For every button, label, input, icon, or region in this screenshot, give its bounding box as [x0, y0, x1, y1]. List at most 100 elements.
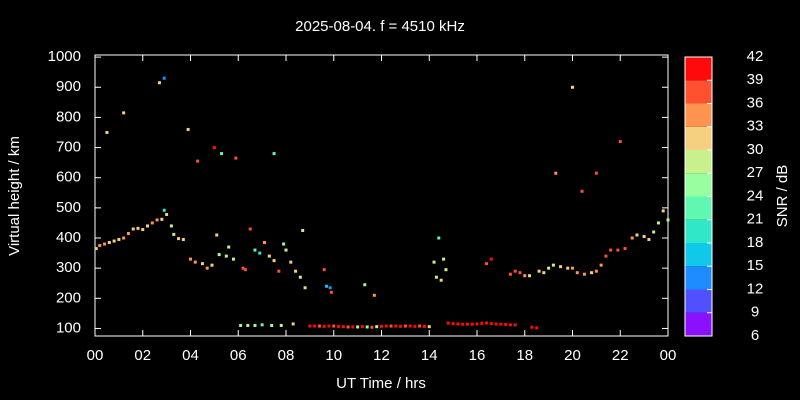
data-point	[351, 325, 355, 329]
data-point	[162, 76, 166, 80]
data-point	[489, 257, 493, 261]
data-point	[518, 271, 522, 275]
data-point	[408, 324, 412, 328]
data-point	[227, 245, 231, 249]
data-point	[616, 248, 620, 252]
colorbar-tick-label: 27	[747, 164, 764, 181]
colorbar-tick-label: 12	[747, 280, 764, 297]
data-point	[508, 323, 512, 327]
data-point	[298, 275, 302, 279]
data-point	[260, 323, 264, 327]
data-point	[451, 322, 455, 326]
data-point	[239, 323, 243, 327]
data-point	[205, 266, 209, 270]
data-point	[231, 257, 235, 261]
data-point	[594, 269, 598, 273]
data-point	[196, 159, 200, 163]
colorbar-tick-label: 21	[747, 211, 764, 228]
data-point	[375, 325, 379, 329]
colorbar-tick-label: 30	[747, 141, 764, 158]
data-point	[465, 322, 469, 326]
data-point	[253, 248, 257, 252]
data-point	[322, 324, 326, 328]
data-point	[666, 218, 670, 222]
data-point	[169, 224, 173, 228]
data-point	[162, 208, 166, 212]
colorbar-band	[685, 57, 712, 81]
colorbar-tick-label: 36	[747, 94, 764, 111]
colorbar-label: SNR / dB	[774, 165, 791, 228]
data-point	[289, 260, 293, 264]
colorbar-tick-label: 39	[747, 71, 764, 88]
colorbar-band	[685, 103, 712, 127]
colorbar-band	[685, 219, 712, 243]
data-point	[485, 321, 489, 325]
data-point	[489, 322, 493, 326]
x-tick-label: 08	[278, 347, 295, 364]
colorbar-band	[685, 243, 712, 267]
data-point	[112, 239, 116, 243]
data-point	[272, 259, 276, 263]
data-point	[220, 152, 224, 156]
data-point	[356, 325, 360, 329]
data-point	[604, 254, 608, 258]
data-point	[523, 274, 527, 278]
data-point	[427, 325, 431, 329]
colorbar-tick-label: 24	[747, 187, 764, 204]
data-point	[217, 253, 221, 257]
x-tick-label: 20	[564, 347, 581, 364]
y-tick-label: 600	[56, 169, 81, 186]
y-tick-label: 300	[56, 259, 81, 276]
x-tick-label: 14	[421, 347, 438, 364]
x-tick-label: 06	[230, 347, 247, 364]
data-point	[253, 323, 257, 327]
x-tick-label: 00	[87, 347, 104, 364]
data-point	[308, 324, 312, 328]
data-point	[186, 127, 190, 131]
data-point	[590, 271, 594, 275]
y-tick-label: 800	[56, 108, 81, 125]
data-point	[380, 324, 383, 328]
data-point	[248, 227, 252, 231]
data-point	[263, 241, 267, 245]
data-point	[329, 290, 333, 294]
x-tick-label: 18	[516, 347, 533, 364]
data-point	[542, 271, 546, 275]
data-point	[284, 248, 288, 252]
colorbar-band	[685, 150, 712, 174]
data-point	[313, 324, 317, 328]
data-point	[337, 324, 341, 328]
data-point	[94, 247, 98, 251]
colorbar-tick-label: 42	[747, 48, 764, 65]
data-point	[575, 271, 579, 275]
data-point	[303, 286, 307, 290]
colorbar-band	[685, 196, 712, 220]
colorbar-band	[685, 289, 712, 313]
data-point	[551, 263, 555, 267]
colorbar-tick-label: 9	[751, 304, 759, 321]
data-point	[277, 269, 281, 273]
data-point	[243, 268, 247, 272]
data-point	[485, 262, 489, 266]
data-point	[630, 236, 634, 240]
data-point	[224, 254, 228, 258]
data-point	[480, 321, 484, 325]
data-point	[328, 286, 332, 290]
data-point	[126, 231, 130, 235]
data-point	[652, 230, 656, 234]
data-point	[365, 325, 369, 329]
data-point	[399, 324, 403, 328]
data-point	[193, 260, 197, 264]
data-point	[623, 247, 627, 251]
data-point	[131, 227, 135, 231]
data-point	[189, 257, 192, 261]
data-point	[642, 235, 646, 239]
data-point	[513, 269, 517, 273]
data-point	[661, 209, 665, 213]
data-point	[172, 232, 176, 236]
y-tick-label: 100	[56, 319, 81, 336]
data-point	[609, 248, 613, 252]
data-point	[212, 146, 216, 150]
data-point	[363, 283, 367, 287]
data-point	[389, 324, 393, 328]
